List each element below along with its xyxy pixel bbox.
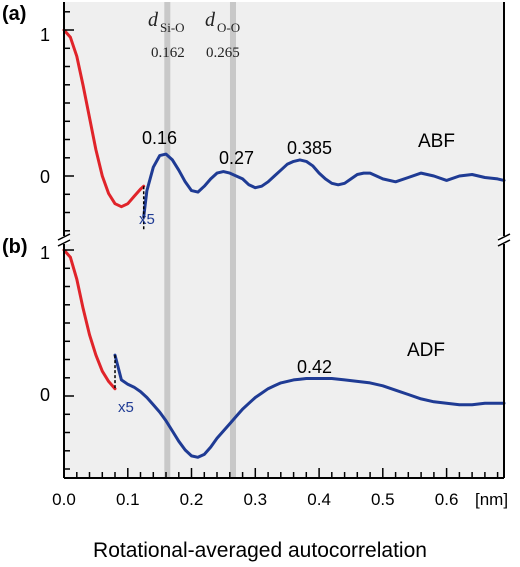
axis-break-mark-left: [57, 233, 71, 241]
x-tick-label: 0.2: [180, 490, 204, 509]
x-axis-title: Rotational-averaged autocorrelation: [93, 539, 427, 562]
panel-b-scale-note: x5: [118, 399, 134, 416]
panel-a-scale-note: x5: [139, 211, 155, 228]
panel-b-series-short-range-line: [62, 248, 117, 391]
panel-a-series-name: ABF: [418, 131, 455, 152]
x-tick-labels: 0.0 0.1 0.2 0.3 0.4 0.5 0.6: [52, 490, 458, 509]
panel-b-peak-label-1: 0.42: [297, 357, 332, 377]
axis-break-mark-left: [57, 239, 71, 247]
marker-o-o-label: d O-O 0.265: [205, 9, 240, 61]
marker-si-o-value: 0.162: [151, 45, 185, 61]
panel-a-ytick-0: 0: [40, 167, 50, 187]
x-tick-label: 0.5: [371, 490, 395, 509]
axis-break-mark-right: [497, 239, 511, 247]
marker-o-o-symbol: d: [205, 9, 216, 31]
panel-b-ytick-1: 1: [40, 243, 50, 263]
panel-a-peak-label-1: 0.16: [142, 128, 177, 148]
axes: [57, 2, 511, 479]
panel-b-series-name: ADF: [407, 340, 445, 361]
x-tick-label: 0.3: [243, 490, 267, 509]
marker-si-o-label: d Si-O 0.162: [148, 9, 185, 61]
x-tick-label: 0.1: [116, 490, 140, 509]
marker-o-o-subscript: O-O: [217, 20, 240, 35]
x-tick-label: 0.6: [435, 490, 459, 509]
axis-break-gap-left: [58, 236, 70, 244]
distance-marker-bands: [164, 2, 236, 478]
series-group: [62, 28, 506, 459]
marker-band-o-o: [229, 2, 236, 478]
marker-band-si-o: [164, 2, 171, 478]
panel-a-peak-label-3: 0.385: [287, 138, 332, 158]
marker-o-o-value: 0.265: [206, 45, 240, 61]
x-tick-label: 0.4: [307, 490, 331, 509]
axis-break-gap-right: [498, 236, 510, 244]
panel-a-label: (a): [2, 3, 26, 25]
panel-b-ytick-0: 0: [40, 385, 50, 405]
panel-a-background: [64, 2, 504, 240]
panel-a-series-long-range-line: [142, 152, 506, 219]
x-unit-label: [nm]: [475, 490, 508, 509]
x-tick-label: 0.0: [52, 490, 76, 509]
panel-b-series-long-range-line: [113, 353, 506, 459]
marker-si-o-subscript: Si-O: [160, 20, 185, 35]
panel-b-background: [64, 240, 504, 478]
panel-a-ytick-1: 1: [40, 25, 50, 45]
marker-si-o-symbol: d: [148, 9, 159, 31]
panel-a-peak-label-2: 0.27: [219, 148, 254, 168]
panel-a-series-short-range-line: [62, 28, 146, 209]
axis-break-mark-right: [497, 233, 511, 241]
panel-b-label: (b): [2, 236, 28, 258]
